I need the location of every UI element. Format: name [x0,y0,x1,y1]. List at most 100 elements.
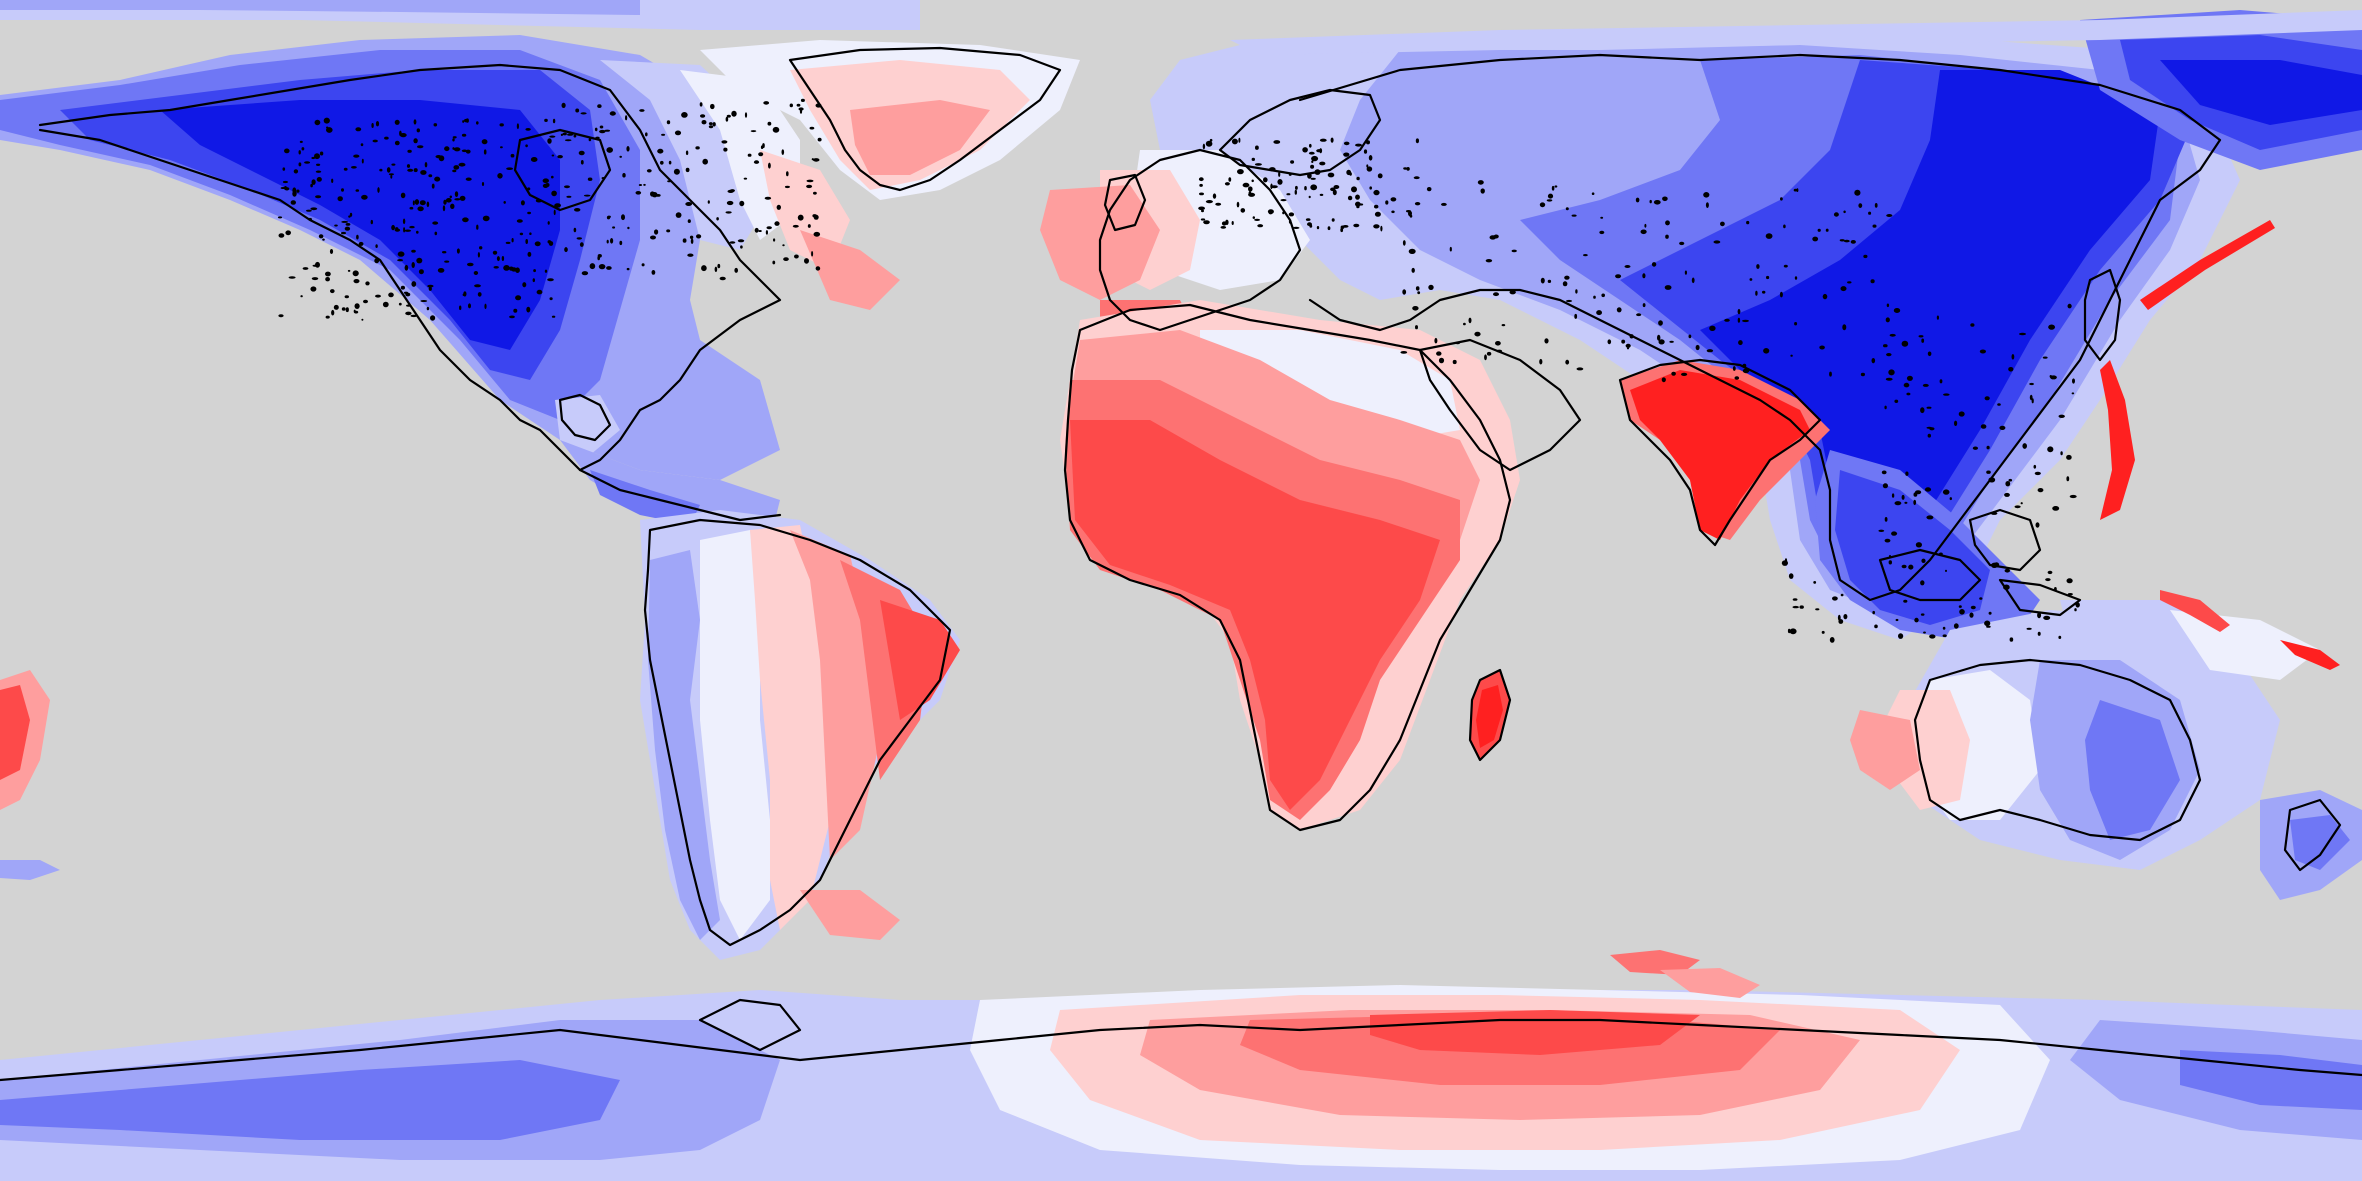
coast-detail-dot [326,126,329,129]
coast-detail-dot [459,305,462,311]
coast-detail-dot [1990,511,1998,515]
coast-detail-dot [1958,605,1962,608]
coast-detail-dot [356,234,359,240]
coast-detail-dot [318,234,324,239]
coast-detail-dot [687,219,691,224]
coast-detail-dot [355,189,360,192]
coast-detail-dot [1333,185,1340,189]
coast-detail-dot [1649,199,1652,204]
coast-detail-dot [1839,239,1845,242]
coast-detail-dot [707,200,710,204]
coast-detail-dot [806,184,813,189]
coast-detail-dot [1417,291,1421,295]
arctic-fill [0,0,2362,55]
coast-detail-dot [599,129,606,134]
coast-detail-dot [493,266,499,269]
coast-detail-dot [1945,569,1947,573]
coast-detail-dot [1913,499,1917,506]
coast-detail-dot [1327,172,1335,178]
coast-detail-dot [1920,407,1925,414]
coast-detail-dot [1449,246,1452,252]
coast-detail-dot [1926,426,1933,429]
coast-detail-dot [1837,614,1841,621]
coast-detail-dot [1200,218,1206,221]
coast-detail-dot [1662,196,1668,202]
coast-detail-dot [1942,626,1946,630]
coast-detail-dot [1901,564,1907,569]
coast-detail-dot [1742,363,1747,368]
coast-detail-dot [1843,614,1848,620]
coast-detail-dot [2014,505,2021,509]
coast-detail-dot [714,266,718,272]
coast-detail-dot [416,230,419,234]
coast-detail-dot [594,127,598,132]
coast-detail-dot [598,264,606,270]
coast-detail-dot [2048,324,2056,330]
coast-detail-dot [710,103,715,110]
coast-detail-dot [1817,228,1821,232]
coast-detail-dot [510,153,515,158]
coast-detail-dot [564,185,570,189]
coast-detail-dot [772,260,776,265]
coast-detail-dot [458,162,466,167]
coast-detail-dot [2043,615,2051,621]
coast-detail-dot [1355,201,1361,207]
coast-detail-dot [1621,339,1626,344]
coast-detail-dot [768,162,771,169]
coast-detail-dot [374,258,380,264]
coast-detail-dot [651,192,658,198]
coast-detail-dot [1353,223,1360,228]
coast-detail-dot [696,234,702,239]
coast-detail-dot [817,137,822,142]
coast-detail-dot [1779,291,1783,298]
coast-detail-dot [282,180,288,184]
coast-detail-dot [477,292,482,297]
coast-detail-dot [1199,183,1203,187]
coast-detail-dot [1574,313,1578,319]
coast-detail-dot [525,239,528,244]
coast-detail-dot [552,118,556,124]
coast-detail-dot [314,153,320,160]
coast-detail-dot [399,130,402,137]
coast-detail-dot [597,104,602,108]
coast-detail-dot [753,160,760,164]
coast-detail-dot [1455,341,1460,345]
coast-detail-dot [562,132,567,136]
coast-detail-dot [1842,324,1847,331]
coast-detail-dot [2067,303,2072,309]
coast-detail-dot [1939,379,1943,384]
coast-detail-dot [304,161,311,164]
coast-detail-dot [1783,264,1788,268]
coast-detail-dot [1850,240,1856,244]
coast-detail-dot [277,216,283,219]
coast-detail-dot [325,271,331,277]
coast-detail-dot [2067,593,2073,596]
coast-detail-dot [1838,619,1844,624]
coast-detail-dot [1888,369,1895,376]
coast-detail-dot [1624,265,1631,268]
coast-detail-dot [661,133,666,136]
coast-detail-dot [2020,502,2023,505]
coast-detail-dot [351,166,357,169]
coast-detail-dot [1812,236,1819,242]
coast-detail-dot [811,251,814,257]
coast-detail-dot [360,143,364,147]
coast-detail-dot [1310,177,1316,180]
coast-detail-dot [462,120,465,123]
coast-detail-dot [1949,497,1953,501]
coast-detail-dot [1539,358,1543,365]
coast-detail-dot [597,255,600,261]
coast-detail-dot [527,211,531,215]
coast-detail-dot [599,125,604,129]
coast-detail-dot [643,183,646,186]
coast-detail-dot [1833,212,1839,217]
coast-detail-dot [1905,471,1909,476]
coast-detail-dot [1942,634,1947,637]
coast-detail-dot [812,214,817,218]
coast-detail-dot [1583,254,1588,257]
coast-detail-dot [1822,293,1828,300]
coast-detail-dot [411,262,415,268]
coast-detail-dot [330,289,335,294]
africa-fill [1060,300,1520,830]
coast-detail-dot [481,139,488,145]
